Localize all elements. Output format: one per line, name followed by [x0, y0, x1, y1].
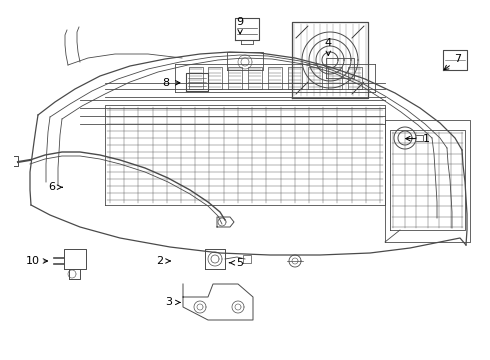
- Text: 2: 2: [156, 256, 163, 266]
- Text: 9: 9: [237, 17, 244, 27]
- Text: 5: 5: [237, 258, 244, 268]
- Text: 1: 1: [423, 134, 430, 144]
- Text: 7: 7: [455, 54, 462, 64]
- Text: 6: 6: [48, 182, 55, 192]
- Text: 4: 4: [325, 38, 332, 48]
- Text: 3: 3: [166, 297, 172, 307]
- Text: 8: 8: [162, 78, 169, 88]
- Text: 10: 10: [26, 256, 40, 266]
